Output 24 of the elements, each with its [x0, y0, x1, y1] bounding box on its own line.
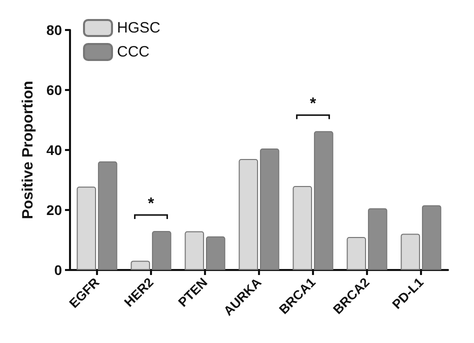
- y-tick-label: 60: [46, 82, 62, 98]
- legend-label: CCC: [117, 44, 150, 60]
- bar: [260, 148, 280, 270]
- bar: [292, 186, 312, 270]
- bar: [400, 234, 420, 270]
- bar: [238, 159, 258, 270]
- y-tick-label: 20: [46, 202, 62, 218]
- bar: [422, 205, 442, 270]
- y-tick-label: 40: [46, 142, 62, 158]
- bar: [152, 231, 172, 270]
- bar: [346, 237, 366, 270]
- bar: [98, 161, 118, 270]
- annotation: *: [310, 96, 317, 113]
- annotation: *: [148, 196, 155, 212]
- bar: [314, 131, 334, 270]
- bar: [184, 231, 204, 270]
- y-tick-label: 0: [54, 262, 62, 278]
- bar: [76, 186, 96, 270]
- y-tick-label: 80: [46, 22, 62, 38]
- bar: [130, 260, 150, 270]
- bar: [368, 208, 388, 270]
- y-axis-title: Positive Proportion: [20, 80, 37, 220]
- legend-label: HGSC: [117, 20, 161, 36]
- bar: [206, 236, 226, 270]
